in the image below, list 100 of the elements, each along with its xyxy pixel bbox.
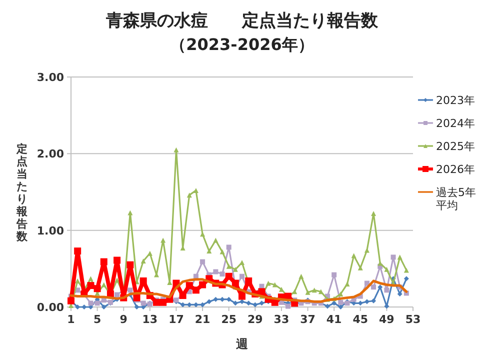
point xyxy=(240,260,244,266)
point xyxy=(258,288,266,296)
point xyxy=(174,147,179,152)
xlabel: 週 xyxy=(236,337,248,351)
legend-label: 過去5年平均 xyxy=(436,186,476,212)
point xyxy=(364,299,370,304)
point xyxy=(259,300,264,306)
xtick: 17 xyxy=(168,313,184,326)
xtick: 21 xyxy=(194,313,210,326)
point xyxy=(114,256,121,264)
point xyxy=(134,304,140,310)
xtick: 33 xyxy=(274,313,290,326)
point xyxy=(225,272,232,280)
point xyxy=(75,278,80,284)
xtick: 29 xyxy=(248,313,263,326)
ytick: 2.00 xyxy=(36,148,64,161)
point xyxy=(126,261,134,268)
legend-label: 2025年 xyxy=(436,140,475,153)
xtick: 9 xyxy=(120,313,128,326)
xtick: 5 xyxy=(93,313,102,326)
point xyxy=(220,249,225,254)
point xyxy=(232,300,238,306)
xtick: 25 xyxy=(221,313,236,326)
point xyxy=(193,188,198,193)
point xyxy=(226,244,232,250)
point xyxy=(206,299,212,304)
point xyxy=(94,300,100,306)
point xyxy=(100,258,108,266)
point xyxy=(371,298,376,304)
point xyxy=(364,280,370,286)
point xyxy=(140,258,146,264)
ytick: 0.00 xyxy=(36,301,64,314)
point xyxy=(238,292,246,300)
point xyxy=(88,276,94,282)
point xyxy=(384,288,390,293)
point xyxy=(312,288,317,293)
point xyxy=(200,259,206,264)
point xyxy=(338,304,344,310)
xtick: 41 xyxy=(326,313,342,326)
point xyxy=(266,280,271,286)
legend-label: 2026年 xyxy=(436,163,475,176)
point xyxy=(245,277,252,284)
point xyxy=(332,300,337,306)
point xyxy=(232,280,239,287)
point xyxy=(213,238,218,243)
point xyxy=(344,282,350,286)
point xyxy=(74,248,82,255)
xtick: 1 xyxy=(67,313,75,326)
point xyxy=(128,288,133,293)
ytick: 3.00 xyxy=(36,71,64,84)
point xyxy=(338,291,344,296)
point xyxy=(232,266,238,272)
point xyxy=(384,266,390,272)
point xyxy=(192,286,200,294)
xtick: 37 xyxy=(300,313,316,326)
ytick: 1.00 xyxy=(36,224,64,238)
point xyxy=(220,272,225,277)
point xyxy=(140,277,147,284)
point xyxy=(186,192,192,198)
point xyxy=(358,265,363,270)
point xyxy=(206,248,212,254)
point xyxy=(252,302,258,308)
point xyxy=(371,210,376,216)
point xyxy=(88,300,94,306)
point xyxy=(140,300,146,306)
legend-label: 2024年 xyxy=(436,117,475,130)
xtick: 49 xyxy=(379,313,394,326)
point xyxy=(278,286,284,292)
point xyxy=(133,294,140,302)
point xyxy=(371,284,376,290)
point xyxy=(332,272,337,278)
point xyxy=(240,274,244,279)
point xyxy=(325,304,330,309)
point xyxy=(272,282,278,288)
point xyxy=(305,290,310,295)
point xyxy=(101,304,106,310)
subtitle: （2023-2026年） xyxy=(170,35,314,54)
point xyxy=(404,268,409,273)
point xyxy=(390,254,396,260)
point xyxy=(199,281,206,288)
point xyxy=(101,282,106,288)
point xyxy=(286,304,291,309)
ylabel: 定点当たり報告数 xyxy=(16,142,28,243)
xtick: 45 xyxy=(352,313,368,326)
point xyxy=(397,291,402,296)
point xyxy=(246,300,252,306)
point xyxy=(318,289,324,294)
point xyxy=(404,276,409,282)
point xyxy=(298,274,304,279)
legend-label: 2023年 xyxy=(436,94,475,107)
point xyxy=(186,282,193,290)
point xyxy=(160,238,166,243)
point xyxy=(397,254,402,260)
point xyxy=(338,300,344,305)
xtick: 53 xyxy=(405,313,421,326)
point xyxy=(94,285,101,292)
point xyxy=(87,282,94,290)
point xyxy=(351,253,356,258)
point xyxy=(114,292,120,298)
title: 青森県の水痘 定点当たり報告数 xyxy=(106,11,378,31)
